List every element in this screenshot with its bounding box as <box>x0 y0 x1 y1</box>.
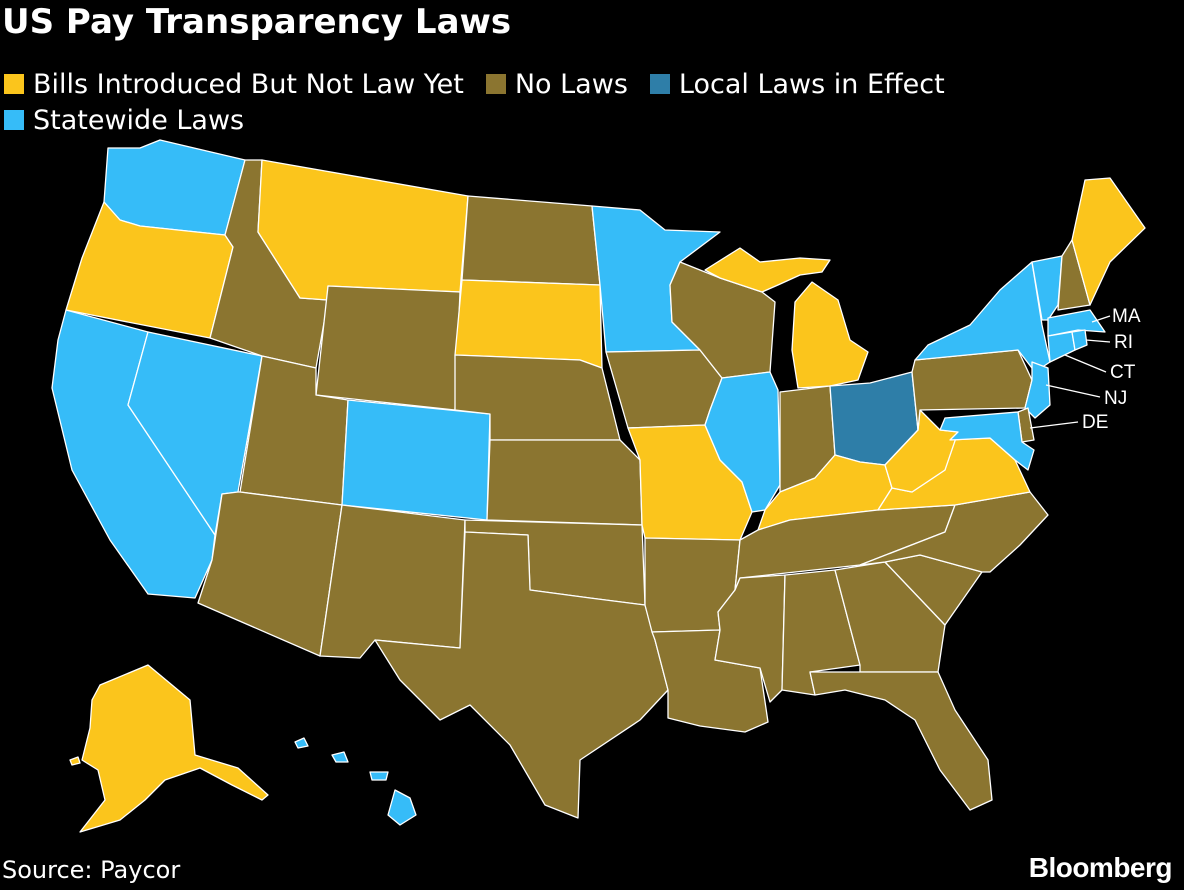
state-MI <box>791 281 869 389</box>
state-AK-island <box>69 756 81 766</box>
callout-CT: CT <box>1110 362 1136 383</box>
state-HI-2 <box>331 751 349 763</box>
state-WY <box>315 285 461 411</box>
state-IA <box>605 349 723 429</box>
legend-row-1: Bills Introduced But Not Law Yet No Laws… <box>4 66 1004 102</box>
state-NC <box>859 491 1049 573</box>
state-RI <box>1071 329 1088 351</box>
legend-label-none: No Laws <box>514 68 628 100</box>
legend-row-2: Statewide Laws <box>4 102 1004 138</box>
state-TX <box>374 531 669 819</box>
legend-swatch-none <box>485 74 506 94</box>
legend-item-local: Local Laws in Effect <box>649 68 945 100</box>
state-MD <box>939 411 1035 471</box>
state-AZ <box>197 491 343 657</box>
state-HI-1 <box>294 737 309 749</box>
state-MI-UP <box>704 247 831 293</box>
callout-DE: DE <box>1082 412 1108 433</box>
legend-item-none: No Laws <box>485 68 628 100</box>
state-NJ <box>1024 361 1051 419</box>
leader-RI <box>1085 339 1111 343</box>
state-SD <box>454 279 603 369</box>
legend-label-bills: Bills Introduced But Not Law Yet <box>33 68 464 100</box>
state-HI-3 <box>369 771 389 781</box>
legend: Bills Introduced But Not Law Yet No Laws… <box>4 66 1004 138</box>
legend-item-bills: Bills Introduced But Not Law Yet <box>4 69 464 100</box>
state-MS <box>714 574 786 703</box>
callout-MA: MA <box>1112 306 1141 327</box>
state-WI <box>669 261 776 379</box>
callout-RI: RI <box>1114 332 1133 353</box>
state-WA <box>103 139 246 236</box>
map-title: US Pay Transparency Laws <box>2 2 512 42</box>
bloomberg-logo: Bloomberg <box>1028 852 1173 883</box>
legend-swatch-local <box>649 74 670 94</box>
state-MT <box>257 159 469 301</box>
state-MA <box>1047 309 1106 337</box>
state-KS <box>486 439 643 526</box>
state-FL <box>809 671 993 811</box>
legend-swatch-statewide <box>4 110 24 130</box>
legend-label-statewide: Statewide Laws <box>33 104 245 136</box>
leader-NJ <box>1045 384 1101 398</box>
legend-swatch-bills <box>4 74 24 94</box>
source-note: Source: Paycor <box>2 856 181 884</box>
state-ND <box>461 195 601 286</box>
leader-CT <box>1064 354 1107 373</box>
legend-item-statewide: Statewide Laws <box>4 105 244 136</box>
state-NY <box>914 261 1051 373</box>
state-HI-big <box>387 789 417 826</box>
state-ME <box>1071 177 1146 306</box>
leader-MA <box>1091 315 1111 323</box>
state-IL <box>704 371 781 513</box>
state-AK <box>79 664 269 833</box>
leader-DE <box>1029 421 1079 429</box>
state-NM <box>319 504 466 659</box>
state-VT <box>1031 255 1063 321</box>
state-CO <box>341 399 491 521</box>
legend-label-local: Local Laws in Effect <box>678 68 945 100</box>
callout-NJ: NJ <box>1104 388 1127 409</box>
